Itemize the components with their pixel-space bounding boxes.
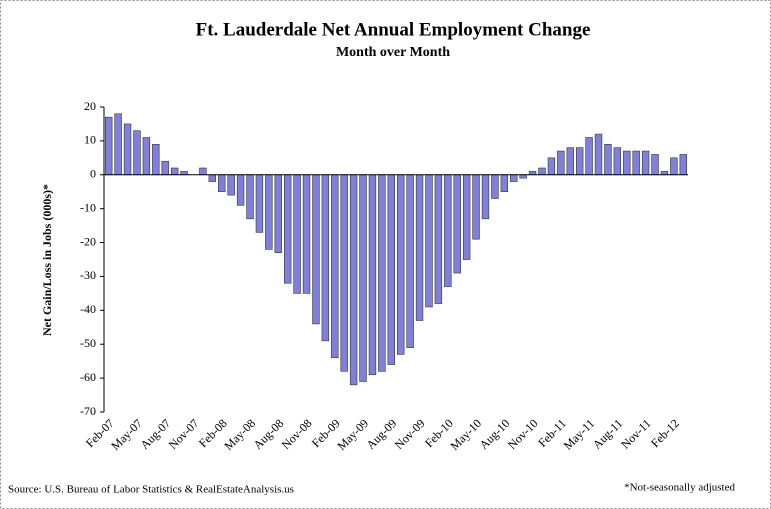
bar bbox=[547, 157, 556, 176]
bar bbox=[481, 174, 490, 220]
bar bbox=[444, 174, 452, 287]
bar bbox=[613, 147, 622, 176]
y-tick-label: -70 bbox=[80, 404, 96, 418]
source: Source: U.S. Bureau of Labor Statistics … bbox=[8, 484, 294, 496]
bar bbox=[604, 143, 612, 176]
bar bbox=[246, 174, 254, 220]
y-tick-label: -10 bbox=[80, 200, 96, 214]
bar bbox=[105, 116, 113, 176]
bar bbox=[528, 171, 537, 176]
bar bbox=[670, 157, 678, 176]
bar bbox=[180, 171, 188, 176]
bar bbox=[397, 174, 405, 355]
bar bbox=[462, 174, 471, 260]
bar bbox=[123, 123, 132, 176]
bar bbox=[632, 150, 640, 176]
bar bbox=[152, 143, 160, 176]
bar bbox=[594, 133, 603, 176]
y-tick-label: -60 bbox=[80, 370, 96, 384]
bar bbox=[434, 174, 443, 304]
bar bbox=[293, 174, 301, 294]
chart-title: Ft. Lauderdale Net Annual Employment Cha… bbox=[196, 19, 591, 40]
bar bbox=[368, 174, 377, 376]
y-tick-label: 20 bbox=[84, 99, 96, 113]
bar bbox=[425, 174, 433, 308]
bar bbox=[641, 150, 650, 176]
bar bbox=[274, 174, 282, 254]
y-tick-label: -20 bbox=[80, 234, 96, 248]
note: *Not-seasonally adjusted bbox=[624, 482, 735, 494]
bar bbox=[349, 174, 358, 386]
bar bbox=[519, 174, 527, 179]
bar bbox=[208, 174, 217, 182]
y-tick-label: 0 bbox=[90, 167, 96, 181]
bar bbox=[510, 174, 518, 182]
bar bbox=[585, 137, 593, 176]
bar bbox=[500, 174, 509, 193]
bar bbox=[491, 174, 499, 199]
bar bbox=[453, 174, 461, 274]
bar bbox=[406, 174, 414, 348]
chart-subtitle: Month over Month bbox=[336, 45, 450, 60]
bar bbox=[415, 174, 424, 321]
bar bbox=[142, 137, 151, 176]
y-tick-label: 10 bbox=[84, 133, 96, 147]
bar bbox=[566, 147, 574, 176]
bar bbox=[161, 160, 169, 176]
bar bbox=[255, 174, 264, 233]
bar bbox=[312, 174, 320, 325]
y-tick-label: -30 bbox=[80, 268, 96, 282]
bar bbox=[133, 130, 141, 176]
y-tick-label: -50 bbox=[80, 336, 96, 350]
bar bbox=[538, 167, 546, 176]
y-tick-label: -40 bbox=[80, 302, 96, 316]
bar bbox=[651, 154, 659, 176]
bar bbox=[302, 174, 311, 294]
bar bbox=[321, 174, 330, 342]
bar bbox=[575, 147, 584, 176]
bar bbox=[340, 174, 348, 372]
bar bbox=[623, 150, 631, 176]
bar bbox=[227, 174, 235, 196]
bar bbox=[472, 174, 480, 240]
bar bbox=[283, 174, 292, 284]
bar bbox=[378, 174, 386, 372]
bar bbox=[170, 167, 179, 176]
bar bbox=[236, 174, 245, 206]
bar bbox=[557, 150, 565, 176]
bar bbox=[387, 174, 395, 365]
bar bbox=[359, 174, 367, 382]
y-axis-label: Net Gain/Loss in Jobs (000s)* bbox=[40, 184, 54, 336]
bar bbox=[265, 174, 273, 250]
bar bbox=[218, 174, 226, 193]
bar bbox=[199, 167, 207, 176]
bar bbox=[679, 154, 687, 176]
bar bbox=[114, 113, 122, 176]
bar bbox=[331, 174, 339, 359]
bar bbox=[660, 171, 669, 176]
